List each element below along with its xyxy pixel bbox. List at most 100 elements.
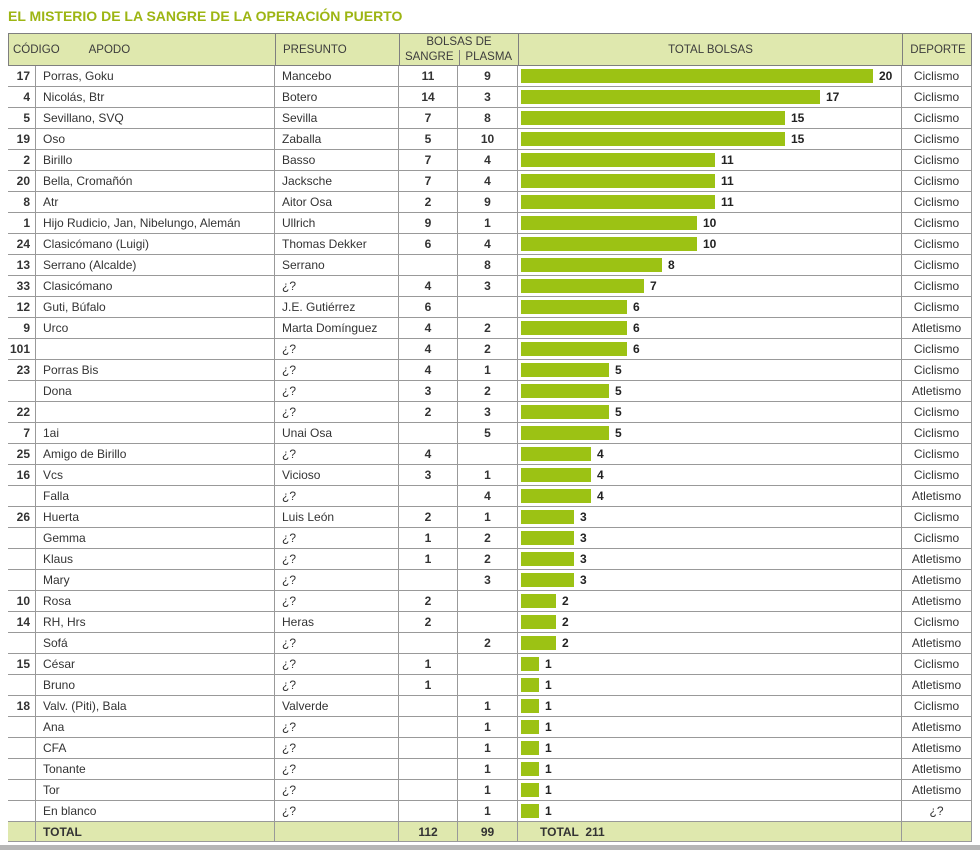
deporte-cell: Ciclismo	[901, 192, 972, 212]
total-bolsas-cell: 4	[517, 486, 901, 506]
deporte-cell: Atletismo	[901, 570, 972, 590]
plasma-cell	[457, 654, 517, 674]
plasma-cell: 2	[457, 528, 517, 548]
total-bolsas-cell: 10	[517, 234, 901, 254]
total-bolsas-grand-total: TOTAL 211	[517, 822, 901, 841]
deporte-cell: Ciclismo	[901, 507, 972, 527]
deporte-cell: Atletismo	[901, 633, 972, 653]
table-row: 18 Valv. (Piti), Bala Valverde 1 1 Cicli…	[8, 696, 972, 717]
sangre-cell: 2	[398, 402, 457, 422]
total-bolsas-cell: 3	[517, 528, 901, 548]
total-bolsas-cell: 5	[517, 423, 901, 443]
total-codigo-cell	[8, 822, 35, 841]
sangre-cell	[398, 801, 457, 821]
deporte-cell: Atletismo	[901, 738, 972, 758]
presunto-cell: Zaballa	[274, 129, 398, 149]
deporte-cell: Ciclismo	[901, 465, 972, 485]
apodo-cell: Mary	[35, 570, 274, 590]
sangre-cell: 2	[398, 507, 457, 527]
apodo-cell: Falla	[35, 486, 274, 506]
plasma-cell: 4	[457, 150, 517, 170]
header-codigo-label: CÓDIGO	[13, 43, 60, 56]
deporte-cell: Atletismo	[901, 717, 972, 737]
apodo-cell: Guti, Búfalo	[35, 297, 274, 317]
total-bolsas-cell: 20	[517, 66, 901, 86]
apodo-cell: Bella, Cromañón	[35, 171, 274, 191]
table-row: 4 Nicolás, Btr Botero 14 3 17 Ciclismo	[8, 87, 972, 108]
total-bolsas-bar	[521, 720, 539, 734]
plasma-cell: 1	[457, 780, 517, 800]
total-bolsas-bar	[521, 615, 556, 629]
table-row: 19 Oso Zaballa 5 10 15 Ciclismo	[8, 129, 972, 150]
total-bolsas-cell: 11	[517, 150, 901, 170]
deporte-cell: Ciclismo	[901, 108, 972, 128]
presunto-cell: ¿?	[274, 486, 398, 506]
sangre-cell: 2	[398, 591, 457, 611]
total-bolsas-value: 1	[545, 678, 552, 692]
table-row: Bruno ¿? 1 1 Atletismo	[8, 675, 972, 696]
presunto-cell: Thomas Dekker	[274, 234, 398, 254]
total-bolsas-bar	[521, 762, 539, 776]
deporte-cell: Ciclismo	[901, 339, 972, 359]
deporte-cell: Ciclismo	[901, 234, 972, 254]
presunto-cell: ¿?	[274, 759, 398, 779]
total-bolsas-value: 10	[703, 216, 717, 230]
total-bolsas-cell: 11	[517, 192, 901, 212]
blood-bags-table: CÓDIGO APODO PRESUNTO BOLSAS DE SANGRE P…	[8, 33, 972, 842]
total-bolsas-bar	[521, 132, 785, 146]
codigo-cell: 7	[23, 426, 30, 440]
total-bolsas-cell: 3	[517, 549, 901, 569]
table-row: Klaus ¿? 1 2 3 Atletismo	[8, 549, 972, 570]
sangre-cell: 7	[398, 150, 457, 170]
total-bolsas-bar	[521, 216, 697, 230]
plasma-cell: 2	[457, 339, 517, 359]
plasma-cell: 2	[457, 633, 517, 653]
table-row: 20 Bella, Cromañón Jacksche 7 4 11 Cicli…	[8, 171, 972, 192]
presunto-cell: ¿?	[274, 717, 398, 737]
codigo-cell: 17	[16, 69, 30, 83]
presunto-cell: Ullrich	[274, 213, 398, 233]
total-bolsas-bar	[521, 468, 591, 482]
plasma-cell: 5	[457, 423, 517, 443]
sangre-cell	[398, 759, 457, 779]
header-codigo-apodo: CÓDIGO APODO	[9, 34, 275, 65]
presunto-cell: Mancebo	[274, 66, 398, 86]
sangre-cell	[398, 255, 457, 275]
sangre-cell	[398, 633, 457, 653]
apodo-cell: Bruno	[35, 675, 274, 695]
codigo-cell: 12	[16, 300, 30, 314]
apodo-cell: Rosa	[35, 591, 274, 611]
sangre-cell: 1	[398, 528, 457, 548]
plasma-cell: 4	[457, 486, 517, 506]
total-bolsas-cell: 1	[517, 759, 901, 779]
total-bolsas-cell: 15	[517, 129, 901, 149]
total-bolsas-cell: 3	[517, 570, 901, 590]
total-bolsas-cell: 10	[517, 213, 901, 233]
plasma-cell: 1	[457, 360, 517, 380]
table-body: 17 Porras, Goku Mancebo 11 9 20 Ciclismo…	[8, 66, 972, 822]
deporte-cell: ¿?	[901, 801, 972, 821]
plasma-cell: 10	[457, 129, 517, 149]
plasma-cell: 4	[457, 171, 517, 191]
plasma-cell: 2	[457, 318, 517, 338]
apodo-cell: Porras, Goku	[35, 66, 274, 86]
total-bolsas-value: 2	[562, 594, 569, 608]
total-bolsas-value: 3	[580, 510, 587, 524]
table-row: 33 Clasicómano ¿? 4 3 7 Ciclismo	[8, 276, 972, 297]
total-bolsas-cell: 1	[517, 654, 901, 674]
deporte-cell: Ciclismo	[901, 423, 972, 443]
codigo-cell	[8, 570, 35, 590]
plasma-cell: 3	[457, 402, 517, 422]
deporte-cell: Ciclismo	[901, 255, 972, 275]
deporte-cell: Ciclismo	[901, 612, 972, 632]
presunto-cell: ¿?	[274, 591, 398, 611]
total-bolsas-cell: 7	[517, 276, 901, 296]
header-bolsas-de-label: BOLSAS DE	[426, 35, 492, 48]
presunto-cell: Botero	[274, 87, 398, 107]
deporte-cell: Atletismo	[901, 549, 972, 569]
total-bolsas-bar	[521, 300, 627, 314]
sangre-cell: 2	[398, 192, 457, 212]
total-bolsas-value: 3	[580, 531, 587, 545]
total-bolsas-value: 15	[791, 132, 805, 146]
apodo-cell: Urco	[35, 318, 274, 338]
